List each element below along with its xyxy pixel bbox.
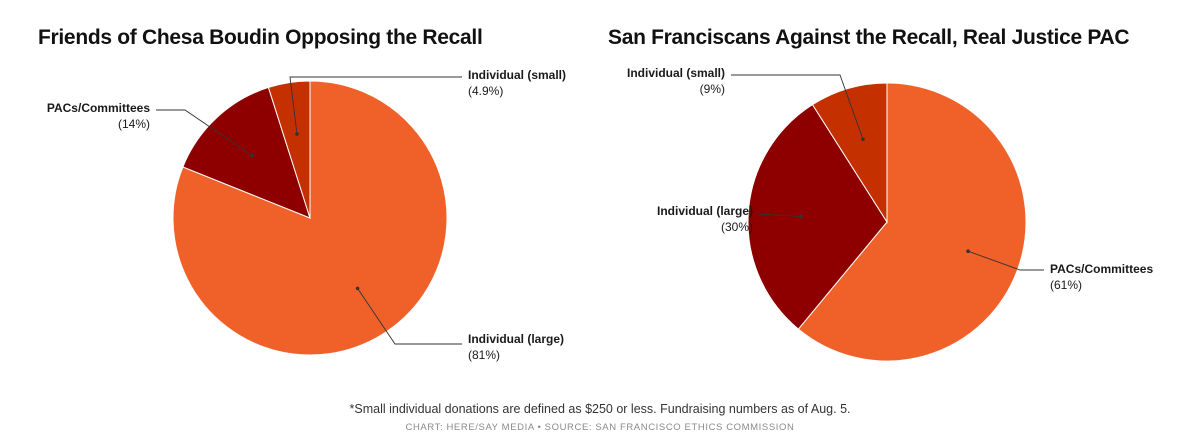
slice-label-percent: (4.9%)	[468, 84, 503, 98]
leader-dot	[966, 249, 970, 253]
source-credit: CHART: HERE/SAY MEDIA • SOURCE: SAN FRAN…	[405, 422, 795, 433]
pie-chart-right: PACs/Committees (61%) Individual (large) (3…	[627, 66, 1153, 362]
leader-dot	[799, 214, 803, 219]
leader-line	[289, 76, 462, 135]
leader-dot	[355, 286, 360, 291]
leader-line	[757, 213, 802, 218]
footnote: *Small individual donations are defined …	[349, 402, 851, 416]
leader-dot	[861, 137, 865, 142]
chart-title-right: San Franciscans Against the Recall, Real…	[608, 26, 1130, 49]
slice-label-name: Individual (small)	[627, 66, 725, 80]
leader-line	[156, 109, 253, 157]
leader-dot	[295, 132, 299, 136]
slice-label-percent: (81%)	[468, 348, 500, 362]
pie-slice-individual-small	[267, 80, 311, 219]
chart-title-left: Friends of Chesa Boudin Opposing the Rec…	[38, 26, 483, 49]
leader-dot	[250, 153, 254, 158]
slice-label-percent: (9%)	[700, 82, 725, 96]
slice-label-name: Individual (small)	[468, 68, 566, 82]
slice-label-name: PACs/Committees	[47, 101, 150, 115]
slice-label-name: PACs/Committees	[1050, 262, 1153, 276]
pie-slice-individual-small	[811, 82, 888, 224]
slice-label-percent: (30%)	[721, 220, 753, 234]
slice-label-name: Individual (large)	[657, 204, 753, 218]
pie-slice-individual-large	[747, 103, 888, 330]
leader-line	[967, 250, 1044, 271]
slice-label-percent: (14%)	[118, 117, 150, 131]
pie-slice-pacs-committees	[182, 86, 311, 219]
slice-label-percent: (61%)	[1050, 278, 1082, 292]
slice-label-name: Individual (large)	[468, 332, 564, 346]
leader-line	[731, 74, 864, 140]
leader-line	[357, 288, 462, 345]
pie-chart-left: Individual (large) (81%) PACs/Committees (1…	[47, 68, 566, 362]
